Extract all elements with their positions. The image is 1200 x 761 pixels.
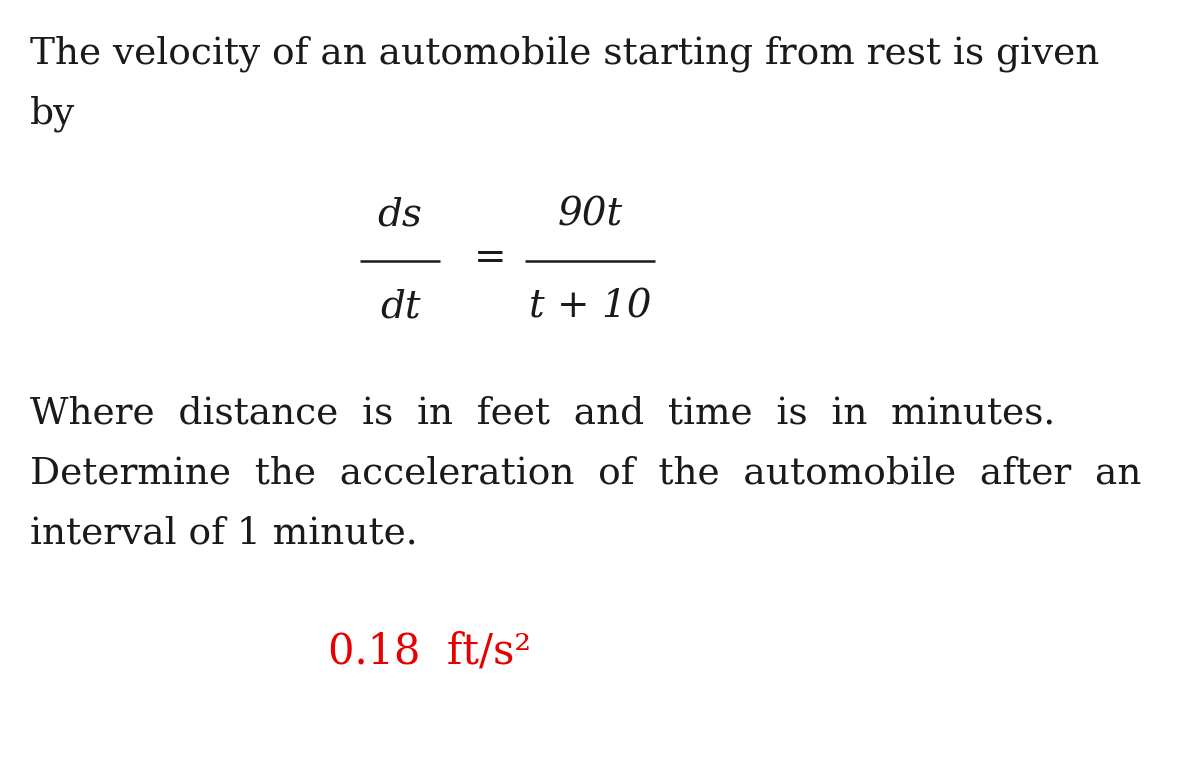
Text: Where  distance  is  in  feet  and  time  is  in  minutes.: Where distance is in feet and time is in… — [30, 396, 1055, 432]
Text: =: = — [474, 240, 506, 276]
Text: 90t: 90t — [558, 196, 623, 233]
Text: 0.18  ft/s²: 0.18 ft/s² — [329, 631, 532, 673]
Text: dt: dt — [379, 289, 420, 326]
Text: The velocity of an automobile starting from rest is given: The velocity of an automobile starting f… — [30, 36, 1099, 72]
Text: ds: ds — [378, 196, 422, 233]
Text: Determine  the  acceleration  of  the  automobile  after  an: Determine the acceleration of the automo… — [30, 456, 1141, 492]
Text: by: by — [30, 96, 76, 132]
Text: interval of 1 minute.: interval of 1 minute. — [30, 516, 418, 552]
Text: t + 10: t + 10 — [529, 289, 652, 326]
